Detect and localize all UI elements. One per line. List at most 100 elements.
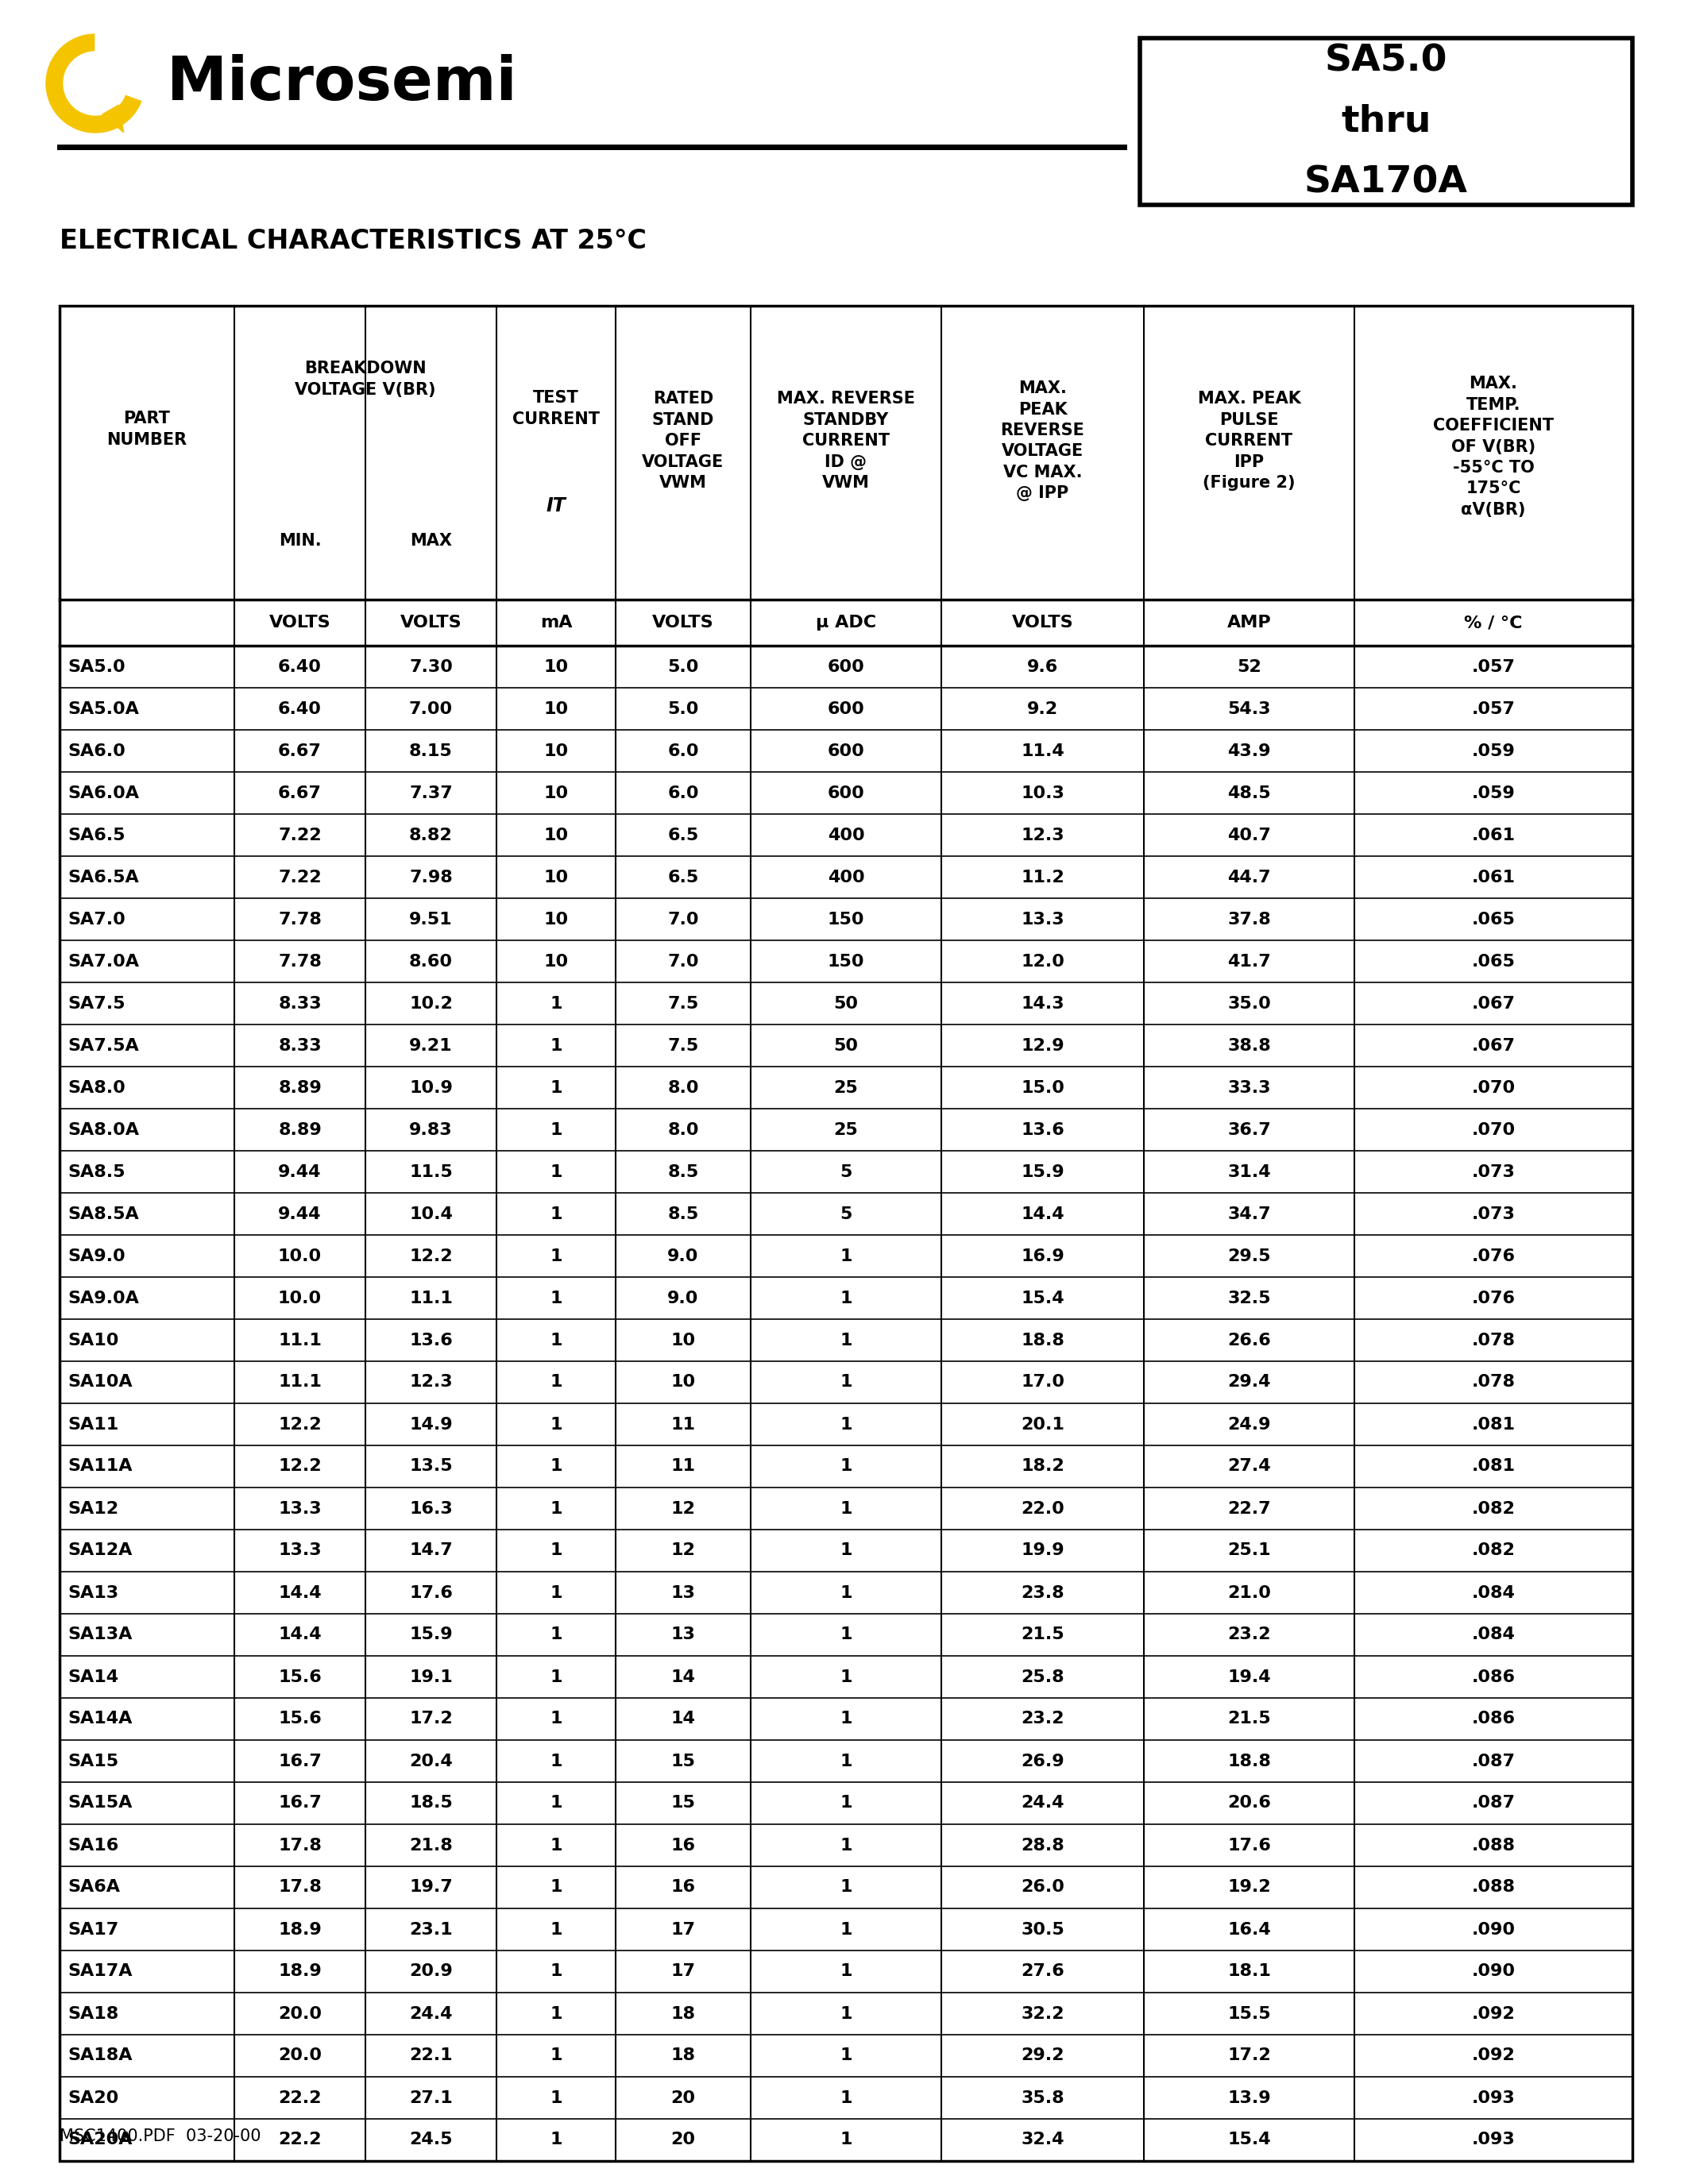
Circle shape [64,52,127,116]
Text: .082: .082 [1472,1500,1516,1516]
Text: 18.9: 18.9 [279,1963,322,1979]
Text: 8.5: 8.5 [667,1206,699,1221]
Text: 50: 50 [834,996,858,1011]
Text: 1: 1 [841,1500,852,1516]
Text: .059: .059 [1472,784,1516,802]
Text: 13.3: 13.3 [1021,911,1065,928]
Text: .057: .057 [1472,701,1516,716]
Text: 6.5: 6.5 [667,869,699,885]
Text: 1: 1 [841,2049,852,2064]
Text: 7.22: 7.22 [279,828,321,843]
Text: SA14: SA14 [68,1669,118,1684]
Text: 1: 1 [550,2132,562,2147]
Text: 6.40: 6.40 [279,660,322,675]
Text: .061: .061 [1472,828,1516,843]
Text: 12.2: 12.2 [408,1247,452,1265]
Text: 1: 1 [550,2090,562,2105]
Text: MAX: MAX [410,533,452,548]
Circle shape [46,35,145,133]
Text: SA5.0: SA5.0 [68,660,125,675]
Text: 16.7: 16.7 [279,1754,322,1769]
Text: 7.0: 7.0 [667,911,699,928]
Text: .088: .088 [1472,1880,1516,1896]
Text: 16.9: 16.9 [1021,1247,1065,1265]
Text: 8.0: 8.0 [667,1123,699,1138]
Text: 25: 25 [834,1123,858,1138]
Text: 22.7: 22.7 [1227,1500,1271,1516]
Text: .093: .093 [1472,2090,1516,2105]
Text: 18.8: 18.8 [1227,1754,1271,1769]
Text: 21.5: 21.5 [1227,1710,1271,1728]
Text: 12.2: 12.2 [279,1417,321,1433]
Text: SA10: SA10 [68,1332,118,1348]
Text: .070: .070 [1472,1079,1516,1096]
Text: 50: 50 [834,1037,858,1053]
Text: 26.6: 26.6 [1227,1332,1271,1348]
Text: 18.8: 18.8 [1021,1332,1065,1348]
Text: 8.5: 8.5 [667,1164,699,1179]
Text: 15.6: 15.6 [279,1710,322,1728]
Text: 1: 1 [550,1837,562,1854]
Text: .090: .090 [1472,1963,1516,1979]
Text: 6.5: 6.5 [667,828,699,843]
Text: 1: 1 [550,1586,562,1601]
Text: 33.3: 33.3 [1227,1079,1271,1096]
Text: 13: 13 [670,1627,695,1642]
Text: .073: .073 [1472,1206,1516,1221]
Text: 150: 150 [827,954,864,970]
Text: RATED
STAND
OFF
VOLTAGE
VWM: RATED STAND OFF VOLTAGE VWM [641,391,724,491]
Text: 10: 10 [544,784,569,802]
Text: SA8.5: SA8.5 [68,1164,125,1179]
Text: 1: 1 [841,1795,852,1811]
Text: 29.4: 29.4 [1227,1374,1271,1391]
Text: SA12A: SA12A [68,1542,132,1559]
Text: 11.4: 11.4 [1021,743,1065,758]
Text: 1: 1 [841,2090,852,2105]
Text: VOLTS: VOLTS [652,614,714,631]
Text: ELECTRICAL CHARACTERISTICS AT 25°C: ELECTRICAL CHARACTERISTICS AT 25°C [59,227,647,253]
Text: 1: 1 [550,1500,562,1516]
Text: 8.82: 8.82 [408,828,452,843]
Text: .076: .076 [1472,1291,1516,1306]
Text: 1: 1 [550,1880,562,1896]
Text: 22.1: 22.1 [408,2049,452,2064]
Text: 9.44: 9.44 [279,1206,321,1221]
Text: .086: .086 [1472,1669,1516,1684]
Text: 44.7: 44.7 [1227,869,1271,885]
Text: 52: 52 [1237,660,1261,675]
Text: SA15A: SA15A [68,1795,132,1811]
Text: 17: 17 [670,1963,695,1979]
Text: 1: 1 [841,1247,852,1265]
Text: 6.67: 6.67 [279,784,322,802]
Text: SA15: SA15 [68,1754,118,1769]
Text: 1: 1 [841,1627,852,1642]
Text: 10: 10 [670,1332,695,1348]
Text: 20.1: 20.1 [1021,1417,1065,1433]
Text: 32.2: 32.2 [1021,2005,1063,2022]
Text: 1: 1 [841,1332,852,1348]
Text: 12.3: 12.3 [408,1374,452,1391]
Text: SA6.0: SA6.0 [68,743,125,758]
Text: 16.7: 16.7 [279,1795,322,1811]
Text: .076: .076 [1472,1247,1516,1265]
Text: SA20A: SA20A [68,2132,132,2147]
Text: 7.78: 7.78 [279,954,322,970]
Text: 30.5: 30.5 [1021,1922,1065,1937]
Text: 7.22: 7.22 [279,869,321,885]
Text: 10: 10 [544,869,569,885]
Text: 1: 1 [550,1123,562,1138]
Text: 1: 1 [841,1669,852,1684]
Text: 11.5: 11.5 [408,1164,452,1179]
Text: 13.6: 13.6 [1021,1123,1065,1138]
Text: 14: 14 [670,1669,695,1684]
Text: 14.4: 14.4 [279,1586,321,1601]
Text: 14.7: 14.7 [408,1542,452,1559]
Text: 1: 1 [550,1922,562,1937]
Text: 20.4: 20.4 [408,1754,452,1769]
Text: VOLTS: VOLTS [400,614,463,631]
Text: 14.4: 14.4 [279,1627,321,1642]
Text: .087: .087 [1472,1795,1516,1811]
Text: 1: 1 [841,1417,852,1433]
Text: 15.6: 15.6 [279,1669,322,1684]
Text: .070: .070 [1472,1123,1516,1138]
